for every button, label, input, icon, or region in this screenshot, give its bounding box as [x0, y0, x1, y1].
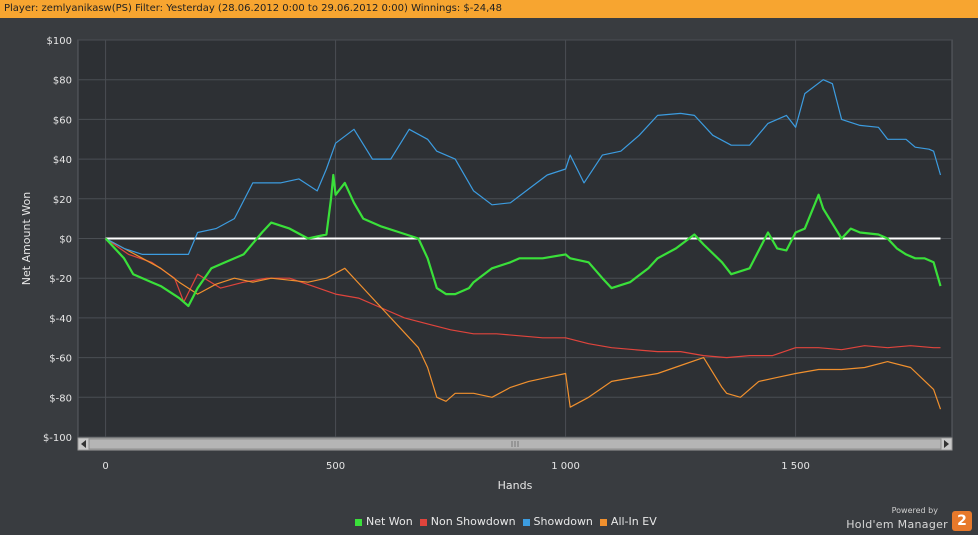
y-tick-label: $-40	[49, 314, 72, 325]
legend-item: Net Won	[355, 515, 413, 528]
y-axis-title: Net Amount Won	[20, 192, 33, 285]
scroll-left-icon[interactable]	[81, 440, 86, 448]
brand-watermark: Powered by Hold'em Manager 2	[846, 506, 972, 531]
series-line-all-in-ev	[105, 237, 942, 410]
hm2-logo-icon: 2	[952, 511, 972, 531]
y-tick-label: $40	[53, 155, 72, 166]
legend-item: Showdown	[522, 515, 593, 528]
chart-legend: Net Won Non Showdown Showdown All-In EV	[355, 515, 664, 528]
series-line-showdown	[105, 79, 942, 255]
chart-header: Player: zemlyanikasw(PS) Filter: Yesterd…	[0, 0, 978, 18]
x-axis-title: Hands	[498, 479, 533, 492]
series-line-non-showdown	[105, 238, 941, 359]
scroll-right-icon[interactable]	[944, 440, 949, 448]
legend-label: Non Showdown	[430, 515, 516, 528]
x-tick-label: 500	[326, 461, 345, 472]
horizontal-scrollbar[interactable]	[77, 437, 953, 451]
x-tick-label: 0	[102, 461, 108, 472]
legend-item: Non Showdown	[419, 515, 516, 528]
y-tick-labels: $100 $80 $60 $40 $20 $0 $-20 $-40 $-60 $-80 $-100	[43, 36, 72, 444]
x-tick-label: 1 000	[551, 461, 580, 472]
y-tick-label: $20	[53, 195, 72, 206]
x-tick-label: 1 500	[781, 461, 810, 472]
series-lines	[104, 79, 942, 410]
legend-label: Showdown	[533, 515, 593, 528]
y-tick-label: $-20	[49, 274, 72, 285]
y-tick-label: $0	[59, 235, 72, 246]
legend-swatch	[419, 518, 427, 526]
legend-swatch	[599, 518, 607, 526]
y-tick-label: $-100	[43, 433, 72, 444]
powered-by-text: Powered by	[891, 506, 938, 515]
y-tick-label: $80	[53, 76, 72, 87]
series-line-net-won	[104, 173, 942, 308]
header-title: Player: zemlyanikasw(PS) Filter: Yesterd…	[4, 3, 503, 14]
legend-swatch	[355, 518, 362, 526]
y-tick-label: $60	[53, 115, 72, 126]
winnings-chart: $100$80$60$40$20$0$-20$-40$-60$-80$-100 …	[20, 36, 953, 492]
legend-label: All-In EV	[610, 515, 657, 528]
y-tick-label: $100	[47, 36, 72, 47]
brand-name: Hold'em Manager	[846, 518, 948, 531]
legend-swatch	[522, 518, 530, 526]
y-tick-label: $-80	[49, 393, 72, 404]
x-tick-labels: 0 500 1 000 1 500	[102, 461, 810, 472]
legend-item: All-In EV	[599, 515, 657, 528]
y-tick-label: $-60	[49, 354, 72, 365]
legend-label: Net Won	[366, 515, 413, 528]
